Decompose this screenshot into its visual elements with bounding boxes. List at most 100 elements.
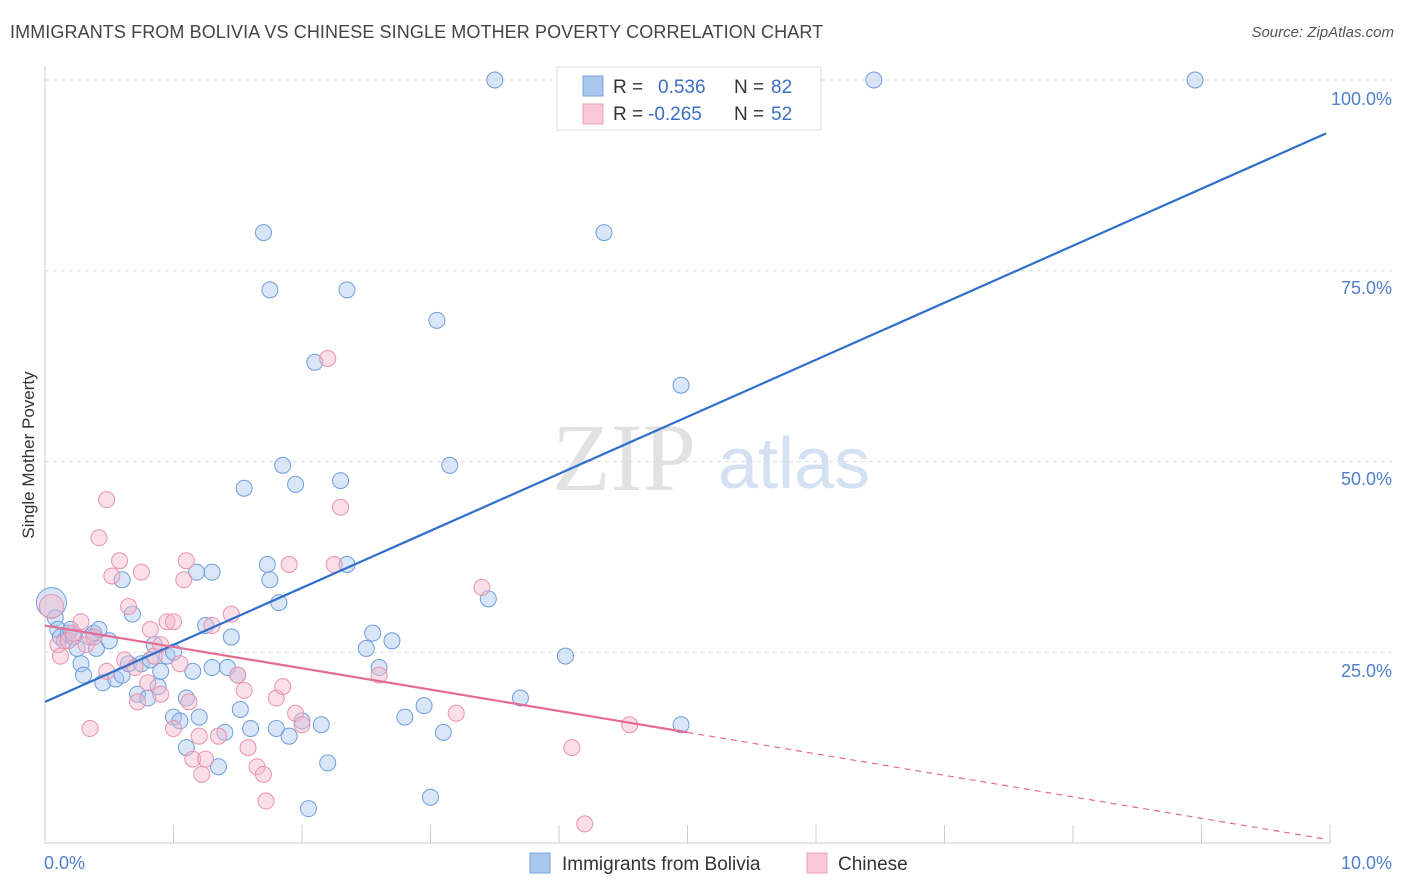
source-credit: Source: ZipAtlas.com (1251, 24, 1394, 41)
bolivia-point (672, 376, 690, 394)
bolivia-point (242, 720, 260, 738)
bolivia-point (428, 311, 446, 329)
bolivia-point (319, 754, 337, 772)
chinese-trend-line (44, 624, 688, 734)
chinese-point (190, 727, 208, 745)
chinese-point (165, 613, 182, 631)
y-tick-label-50: 50.0% (1341, 469, 1392, 489)
bolivia-point (258, 556, 276, 574)
chinese-point (177, 552, 195, 570)
chinese-point (90, 529, 108, 547)
bolivia-point (511, 689, 529, 707)
bolivia-point (332, 472, 350, 490)
chinese-point (180, 693, 198, 711)
chinese-point (209, 727, 227, 745)
bolivia-point (261, 571, 279, 589)
bolivia-trend-line (44, 132, 1327, 703)
bolivia-point (357, 639, 375, 657)
bolivia-point (274, 456, 292, 474)
trend-lines (44, 132, 1327, 840)
bolivia-point (203, 563, 221, 581)
bolivia-point (287, 475, 305, 493)
bolivia-point (203, 659, 221, 677)
chinese-point (38, 593, 64, 619)
bolivia-point (441, 456, 459, 474)
x-tick-label-0: 0.0% (44, 853, 85, 873)
bolivia-point (299, 800, 317, 818)
bolivia-point (267, 720, 285, 738)
chinese-point (129, 693, 147, 711)
bolivia-point (595, 224, 613, 242)
bolivia-point (152, 662, 170, 680)
y-tick-label-100: 100.0% (1331, 89, 1392, 109)
bolivia-point (75, 666, 93, 684)
bolivia-point (422, 788, 439, 806)
bolivia-point (672, 716, 690, 734)
series-legend: Immigrants from Bolivia Chinese (529, 852, 908, 875)
y-axis-label: Single Mother Poverty (19, 371, 38, 539)
bolivia-point (865, 71, 883, 89)
bolivia-point (123, 605, 141, 623)
bolivia-point (434, 723, 452, 741)
bolivia-point (184, 662, 202, 680)
chinese-point (473, 578, 491, 596)
bolivia-point (556, 647, 574, 665)
legend-r-value-bolivia: 0.536 (658, 77, 706, 98)
chinese-point (197, 750, 215, 768)
bolivia-point (312, 716, 330, 734)
chinese-point (280, 556, 298, 574)
legend-swatch-chinese (582, 103, 604, 125)
legend-r-label-chinese: R = (613, 104, 643, 125)
chinese-point (141, 620, 159, 638)
chinese-point (72, 613, 90, 631)
chinese-point (103, 567, 121, 585)
legend-swatch-bolivia (582, 75, 604, 97)
bolivia-point (190, 708, 208, 726)
chinese-point (111, 552, 129, 570)
legend-r-value-chinese: -0.265 (648, 104, 702, 125)
chinese-point (293, 716, 311, 734)
bolivia-point (338, 281, 356, 299)
x-tick-label-10: 10.0% (1341, 853, 1392, 873)
chart-title: IMMIGRANTS FROM BOLIVIA VS CHINESE SINGL… (10, 22, 824, 42)
bolivia-point (209, 758, 227, 776)
series-chinese-points (38, 349, 639, 833)
chinese-point (563, 739, 581, 757)
legend-n-label-bolivia: N = (734, 77, 764, 98)
chinese-point (165, 720, 182, 738)
legend-r-label-bolivia: R = (613, 77, 643, 98)
chinese-point (81, 720, 99, 738)
y-tick-label-75: 75.0% (1341, 278, 1392, 298)
watermark-atlas: atlas (718, 424, 870, 504)
bolivia-point (306, 353, 324, 371)
chinese-point (175, 571, 193, 589)
chinese-point (152, 685, 170, 703)
bolivia-point (364, 624, 382, 642)
bottom-legend-swatch-chinese (806, 852, 828, 874)
chinese-point (274, 678, 292, 696)
chinese-point (193, 765, 211, 783)
bottom-legend-swatch-bolivia (529, 852, 551, 874)
chinese-point (139, 674, 157, 692)
chinese-point (184, 750, 202, 768)
bolivia-point (396, 708, 414, 726)
grid-lines (45, 79, 1392, 653)
bolivia-point (254, 224, 272, 242)
chinese-point (85, 628, 103, 646)
chinese-point (235, 681, 253, 699)
bolivia-point (113, 571, 131, 589)
chinese-point (257, 792, 275, 810)
chinese-point (447, 704, 465, 722)
chinese-point (332, 498, 350, 516)
bolivia-point (415, 697, 433, 715)
bolivia-point (35, 587, 67, 619)
stats-legend: R = 0.536 N = 82 R = -0.265 N = 52 (556, 66, 822, 131)
bolivia-point (280, 727, 298, 745)
chinese-point (132, 563, 150, 581)
chinese-point (51, 647, 69, 665)
bolivia-point (261, 281, 279, 299)
legend-n-value-chinese: 52 (771, 104, 792, 125)
bolivia-point (222, 628, 240, 646)
chinese-point (239, 739, 257, 757)
